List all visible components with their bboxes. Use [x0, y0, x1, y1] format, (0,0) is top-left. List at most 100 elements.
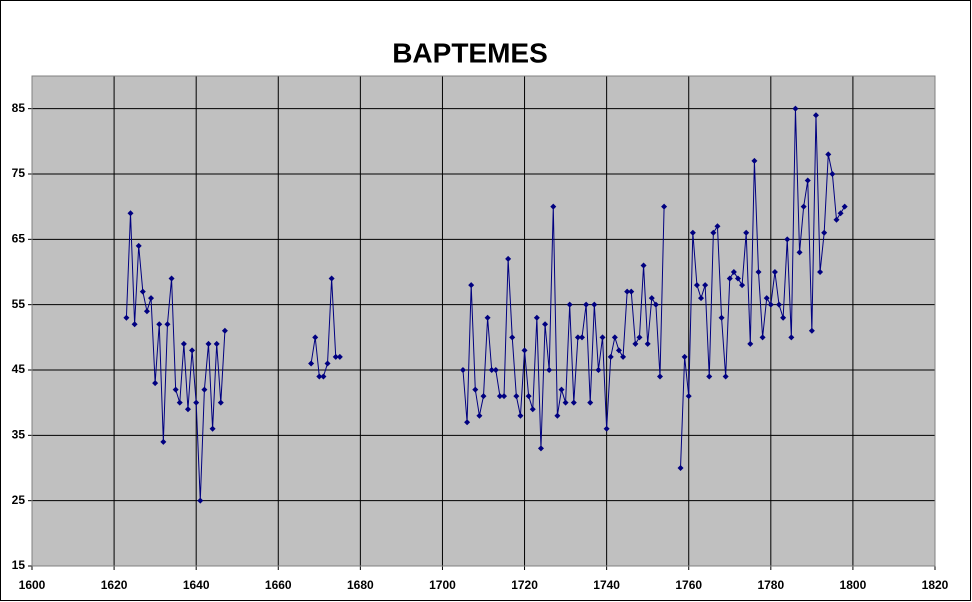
data-point: [336, 353, 343, 360]
data-point: [546, 367, 553, 373]
data-point: [164, 321, 171, 328]
data-point: [587, 399, 594, 406]
data-point: [509, 334, 516, 341]
data-point: [767, 301, 774, 308]
data-point: [710, 229, 717, 236]
data-point: [730, 269, 737, 275]
data-point: [829, 171, 836, 177]
data-point: [123, 314, 130, 321]
data-point: [656, 373, 663, 380]
y-tick-label: 15: [12, 558, 26, 572]
data-point: [763, 295, 770, 302]
data-point: [517, 412, 524, 419]
data-point: [574, 334, 581, 341]
data-point: [611, 334, 618, 341]
y-tick-label: 85: [12, 101, 26, 115]
data-point: [566, 301, 573, 308]
data-point: [472, 386, 479, 393]
plot-area: [32, 76, 935, 566]
data-point: [759, 334, 766, 341]
data-point: [583, 301, 590, 308]
data-point: [776, 301, 783, 308]
data-point: [201, 386, 208, 393]
x-tick-label: 1760: [675, 578, 702, 592]
data-point: [734, 275, 741, 282]
x-tick-label: 1680: [347, 578, 374, 592]
data-point: [685, 393, 692, 400]
data-point: [139, 288, 146, 295]
data-point: [661, 203, 668, 210]
x-tick-label: 1800: [840, 578, 867, 592]
x-tick-label: 1620: [101, 578, 128, 592]
data-point: [193, 399, 200, 406]
data-point: [570, 399, 577, 406]
y-tick-label: 25: [12, 493, 26, 507]
data-point: [189, 347, 196, 354]
y-tick-label: 75: [12, 166, 26, 180]
data-point: [702, 282, 709, 289]
data-point: [833, 216, 840, 223]
data-point: [468, 282, 475, 289]
data-point: [771, 269, 778, 275]
data-point: [156, 321, 163, 328]
data-point: [328, 275, 335, 282]
data-point: [558, 386, 565, 393]
data-point: [841, 203, 848, 210]
data-point: [152, 380, 159, 387]
data-point: [751, 157, 758, 164]
data-point: [628, 288, 635, 295]
data-point: [135, 242, 142, 249]
x-tick-label: 1740: [593, 578, 620, 592]
data-point: [180, 340, 187, 347]
data-point: [205, 340, 212, 347]
data-point: [726, 275, 733, 282]
data-point: [217, 399, 224, 406]
x-tick-label: 1780: [757, 578, 784, 592]
data-point: [595, 367, 602, 373]
data-point: [505, 255, 512, 262]
data-point: [160, 438, 167, 445]
data-point: [168, 275, 175, 282]
data-point: [197, 497, 204, 504]
data-point: [484, 314, 491, 321]
data-point: [308, 360, 315, 367]
data-point: [817, 269, 824, 275]
data-point: [599, 334, 606, 341]
data-point: [747, 340, 754, 347]
x-tick-label: 1700: [429, 578, 456, 592]
y-tick-label: 55: [12, 297, 26, 311]
data-point: [718, 314, 725, 321]
data-point: [693, 282, 700, 289]
data-point: [143, 308, 150, 315]
data-point: [780, 314, 787, 321]
data-point: [812, 112, 819, 119]
data-point: [521, 347, 528, 354]
data-point: [550, 203, 557, 210]
data-point: [562, 399, 569, 406]
data-point: [784, 236, 791, 243]
data-point: [800, 203, 807, 210]
data-point: [698, 295, 705, 302]
data-point: [681, 353, 688, 360]
data-point: [127, 210, 134, 217]
data-point: [209, 425, 216, 432]
data-point: [739, 282, 746, 289]
data-point: [632, 340, 639, 347]
data-point: [825, 151, 832, 158]
data-point: [480, 393, 487, 400]
data-point: [221, 327, 228, 334]
data-point: [537, 445, 544, 452]
y-tick-label: 65: [12, 232, 26, 246]
data-point: [459, 367, 466, 373]
data-point: [677, 465, 684, 471]
y-tick-label: 45: [12, 362, 26, 376]
data-point: [184, 406, 191, 413]
data-point: [636, 334, 643, 341]
data-point: [603, 425, 610, 432]
data-point: [615, 347, 622, 354]
data-point: [320, 373, 327, 380]
data-point: [788, 334, 795, 341]
data-point: [808, 327, 815, 334]
data-point: [792, 105, 799, 112]
